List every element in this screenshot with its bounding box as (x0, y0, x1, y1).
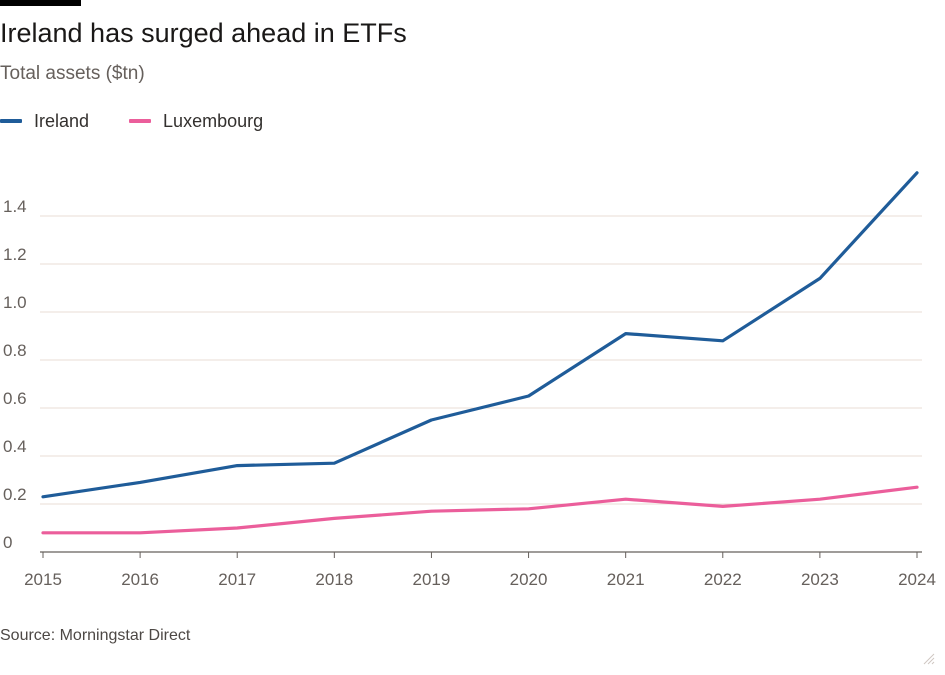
x-tick-label: 2016 (121, 570, 159, 589)
series-line-luxembourg (41, 485, 919, 535)
y-tick-label: 0.4 (3, 437, 27, 456)
legend-swatch-ireland (0, 119, 22, 123)
chart-title: Ireland has surged ahead in ETFs (0, 18, 407, 48)
source-note: Source: Morningstar Direct (0, 627, 191, 644)
x-tick-label: 2017 (218, 570, 256, 589)
resize-corner-icon (923, 653, 935, 665)
x-tick-label: 2021 (607, 570, 645, 589)
y-tick-label: 0 (3, 533, 12, 552)
line-chart: 0 0.2 0.4 0.6 0.8 1.0 1.2 1.4 2015 2016 2017 2018 20… (3, 171, 936, 589)
x-tick-label: 2018 (315, 570, 353, 589)
legend-item-luxembourg: Luxembourg (129, 111, 263, 132)
chart-subtitle: Total assets ($tn) (0, 63, 145, 84)
y-tick-label: 0.6 (3, 389, 27, 408)
legend-label-ireland: Ireland (34, 110, 90, 131)
y-tick-label: 0.8 (3, 341, 27, 360)
legend-swatch-luxembourg (129, 119, 152, 123)
x-tick-label: 2024 (898, 570, 936, 589)
legend-label-luxembourg: Luxembourg (163, 110, 264, 131)
x-tick-label: 2020 (510, 570, 548, 589)
legend: Ireland Luxembourg (0, 109, 303, 133)
y-tick-label: 0.2 (3, 485, 27, 504)
y-tick-label: 1.2 (3, 245, 27, 264)
series-line-ireland (41, 171, 919, 499)
x-tick-label: 2019 (413, 570, 451, 589)
x-tick-label: 2022 (704, 570, 742, 589)
y-tick-label: 1.4 (3, 197, 27, 216)
legend-item-ireland: Ireland (0, 111, 89, 132)
brand-bar (0, 0, 81, 6)
x-tick-label: 2023 (801, 570, 839, 589)
y-tick-label: 1.0 (3, 293, 27, 312)
x-tick-label: 2015 (24, 570, 62, 589)
